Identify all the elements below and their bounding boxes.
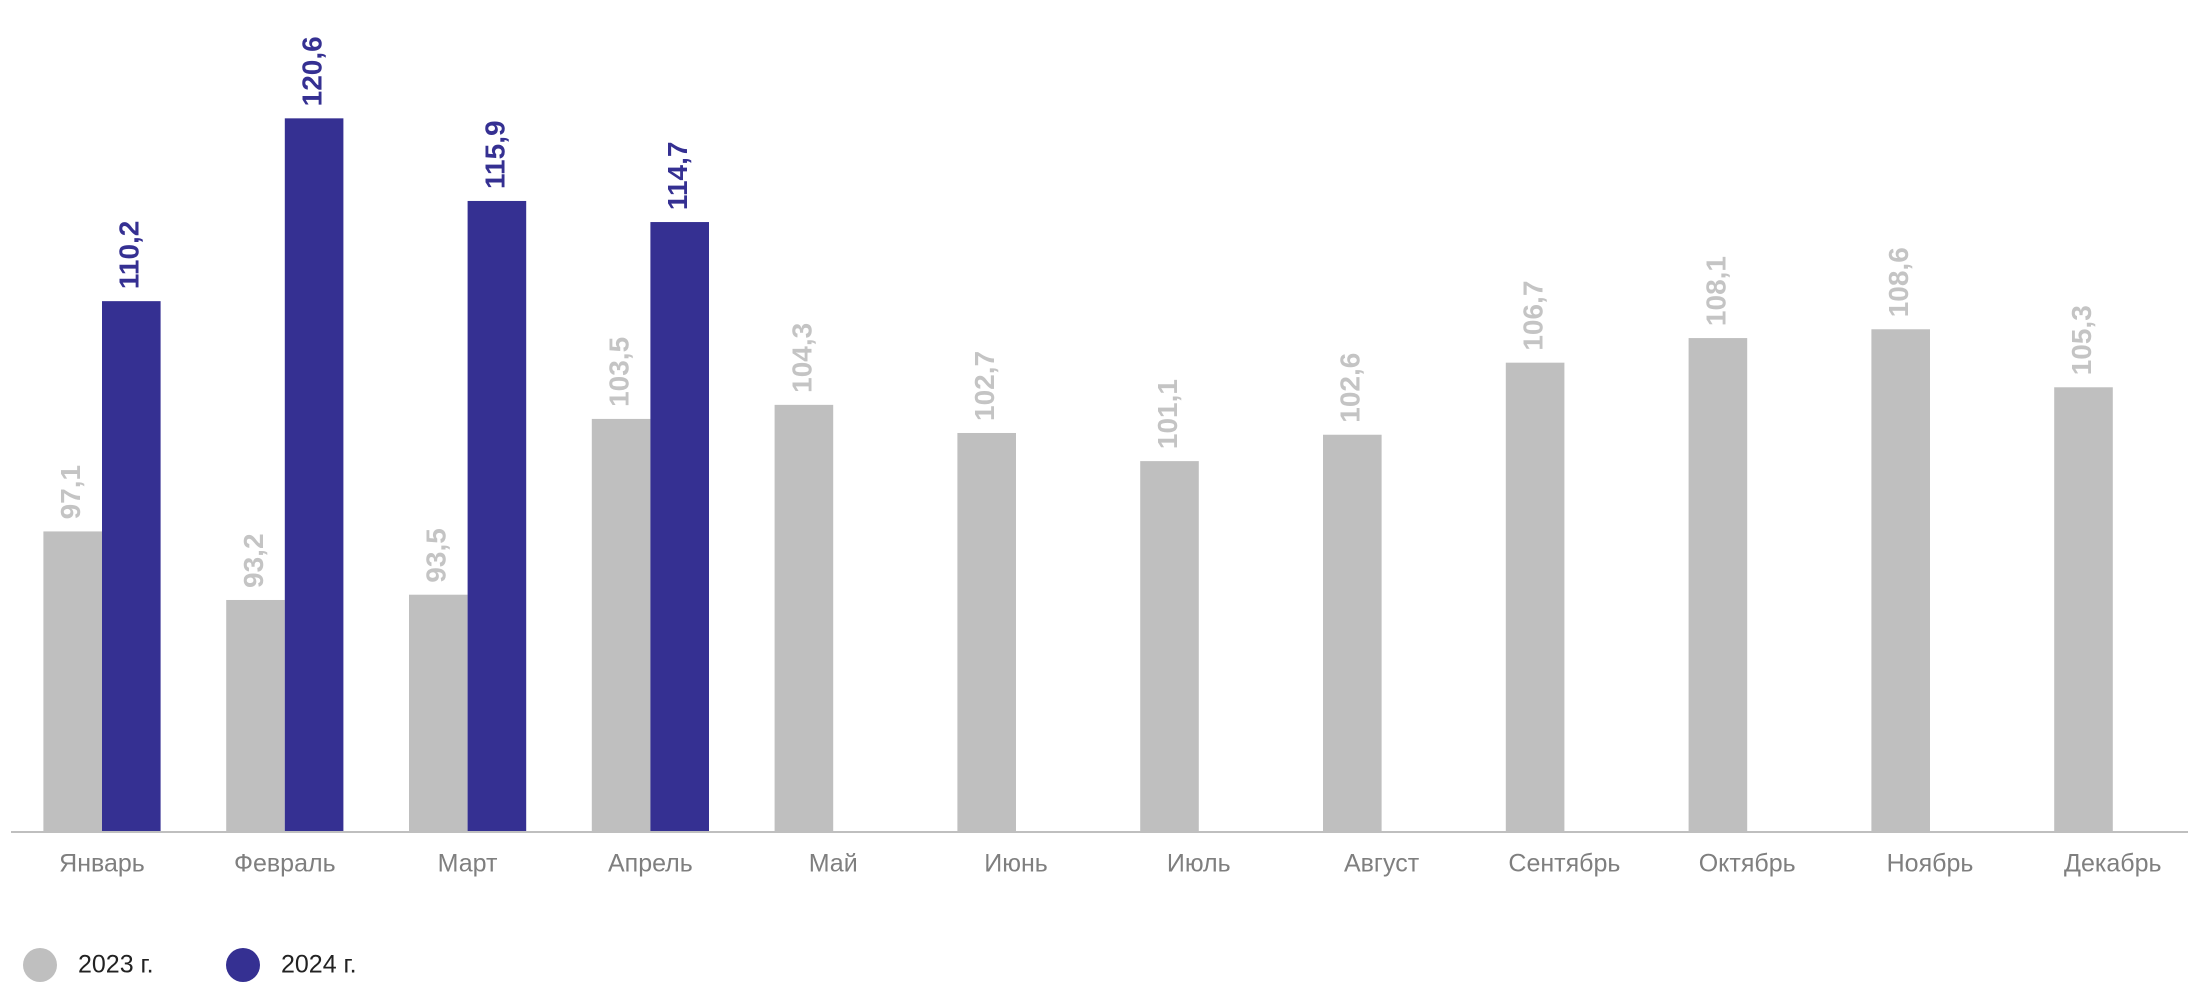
bar (1505, 362, 1565, 832)
data-label: 108,1 (1700, 256, 1731, 326)
x-tick-label: Октябрь (1699, 850, 1796, 878)
bar (957, 432, 1016, 832)
bar (226, 599, 285, 832)
data-label: 108,6 (1883, 247, 1914, 317)
x-tick-label: Июнь (984, 850, 1048, 878)
bar (284, 118, 344, 832)
data-label: 102,7 (969, 351, 1000, 421)
bar (102, 301, 161, 832)
x-tick-label: Июль (1167, 850, 1231, 878)
bar (1323, 434, 1382, 832)
bar (1871, 329, 1930, 832)
data-label: 102,6 (1335, 353, 1366, 423)
bar (43, 531, 102, 832)
x-tick-label: Апрель (608, 850, 693, 878)
x-tick-label: Ноябрь (1887, 850, 1974, 878)
data-label: 115,9 (479, 120, 510, 189)
x-tick-label: Май (809, 850, 858, 878)
data-label: 93,5 (421, 528, 452, 583)
x-tick-label: Август (1344, 850, 1420, 878)
data-label: 114,7 (662, 142, 693, 211)
bar (591, 418, 651, 832)
x-tick-label: Январь (59, 850, 145, 878)
bar (409, 594, 468, 832)
x-tick-label: Декабрь (2064, 850, 2161, 878)
bar (1140, 461, 1199, 832)
data-label: 105,3 (2066, 305, 2097, 375)
x-tick-label: Февраль (234, 850, 336, 878)
bar (774, 404, 834, 832)
legend-label: 2023 г. (78, 951, 154, 979)
bar (650, 222, 709, 832)
legend-label: 2024 г. (281, 951, 357, 979)
data-label: 104,3 (786, 323, 817, 393)
data-label: 93,2 (238, 533, 269, 588)
data-label: 97,1 (55, 465, 86, 520)
data-label: 120,6 (296, 36, 327, 106)
legend-swatch (226, 948, 260, 982)
data-label: 110,2 (114, 221, 145, 290)
x-tick-label: Март (438, 850, 498, 878)
data-label: 101,1 (1152, 379, 1183, 449)
data-label: 103,5 (603, 337, 634, 407)
legend-swatch (23, 948, 57, 982)
bar (2054, 387, 2113, 832)
bar (467, 200, 527, 833)
x-tick-label: Сентябрь (1508, 850, 1620, 878)
bar (1688, 338, 1748, 832)
data-label: 106,7 (1517, 281, 1548, 351)
